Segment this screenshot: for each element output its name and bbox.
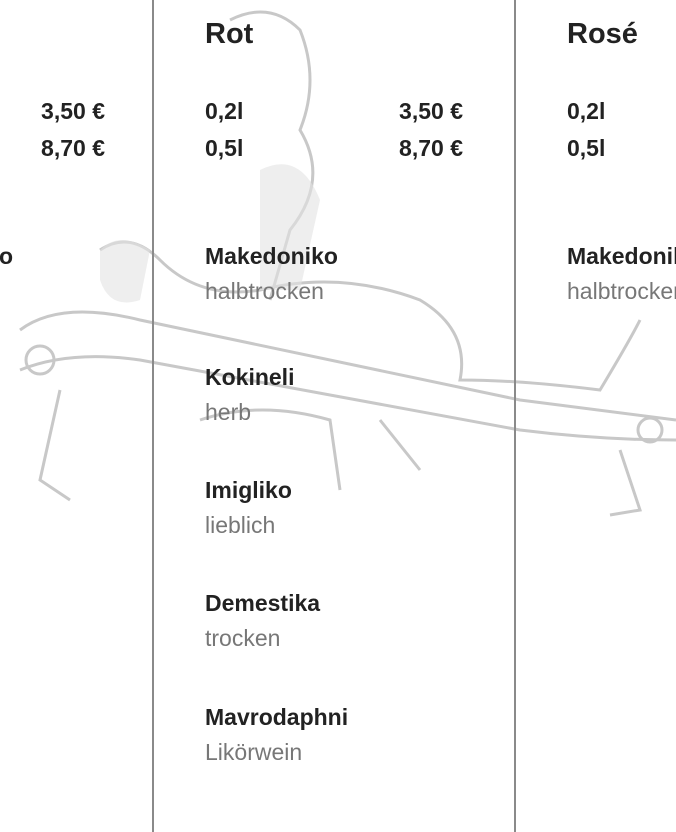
- size-row: 0,5l: [567, 135, 676, 165]
- size-row: 8,70 €: [0, 135, 105, 165]
- wine-name: Makedoniko: [205, 243, 338, 270]
- column-divider: [514, 0, 516, 832]
- size: 0,5l: [205, 135, 243, 162]
- wine-note: herb: [205, 399, 294, 426]
- wine-item: Demestika trocken: [205, 590, 320, 652]
- column-divider: [152, 0, 154, 832]
- wine-item: Imigliko lieblich: [205, 477, 292, 539]
- wine-name: Kokineli: [205, 364, 294, 391]
- size-row: 3,50 €: [0, 98, 105, 128]
- wine-name: Demestika: [205, 590, 320, 617]
- wine-note: halbtrocken: [0, 278, 13, 305]
- wine-note: halbtrocken: [205, 278, 338, 305]
- size-row: 0,5l 8,70 €: [205, 135, 463, 165]
- column-title: Rosé: [567, 18, 638, 51]
- wine-item: Kokineli herb: [205, 364, 294, 426]
- wine-note: Likörwein: [205, 739, 348, 766]
- wine-item: Makedoniko halbtrocken: [567, 243, 676, 305]
- size: 0,2l: [205, 98, 243, 125]
- price: 8,70 €: [399, 135, 463, 162]
- size: 0,2l: [567, 98, 605, 125]
- price: 8,70 €: [41, 135, 105, 162]
- wine-item: Makedoniko halbtrocken: [205, 243, 338, 305]
- wine-item: Mavrodaphni Likörwein: [205, 704, 348, 766]
- wine-note: halbtrocken: [567, 278, 676, 305]
- size-row: 0,2l: [567, 98, 676, 128]
- wine-menu: 3,50 € 8,70 € Makedoniko halbtrocken Rot 0,2l…: [0, 0, 676, 832]
- wine-name: Mavrodaphni: [205, 704, 348, 731]
- page: 3,50 € 8,70 € Makedoniko halbtrocken Rot 0,2l…: [0, 0, 676, 832]
- wine-name: Imigliko: [205, 477, 292, 504]
- wine-note: trocken: [205, 625, 320, 652]
- wine-item: Makedoniko halbtrocken: [0, 243, 13, 305]
- size-row: 0,2l 3,50 €: [205, 98, 463, 128]
- price: 3,50 €: [41, 98, 105, 125]
- price: 3,50 €: [399, 98, 463, 125]
- column-title: Rot: [205, 18, 253, 51]
- wine-name: Makedoniko: [567, 243, 676, 270]
- wine-note: lieblich: [205, 512, 292, 539]
- size: 0,5l: [567, 135, 605, 162]
- wine-name: Makedoniko: [0, 243, 13, 270]
